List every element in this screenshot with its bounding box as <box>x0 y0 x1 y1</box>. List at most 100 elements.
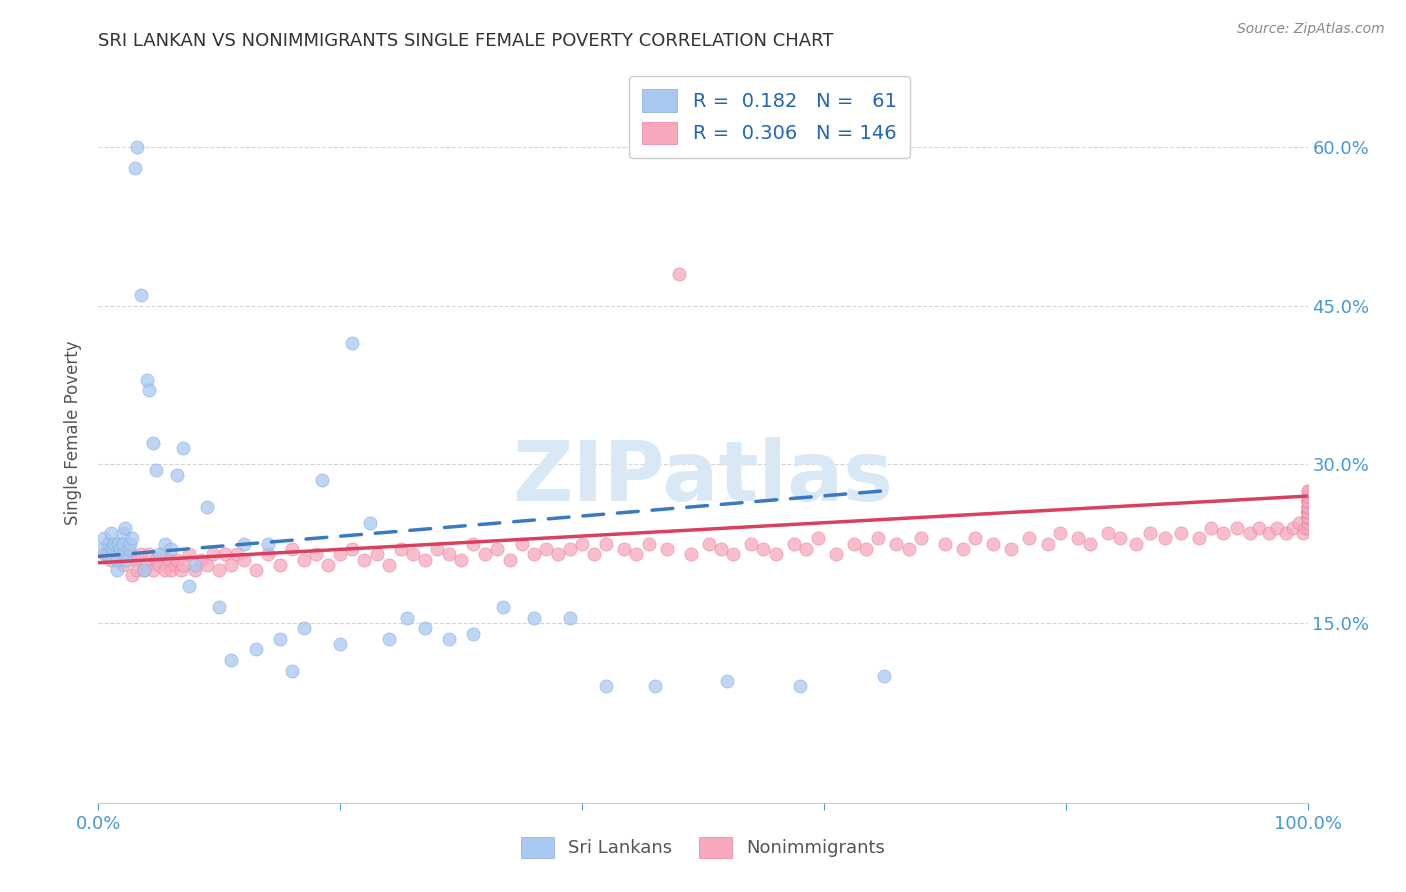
Sri Lankans <box>103 537 125 551</box>
Sri Lankans <box>172 442 194 456</box>
Sri Lankans <box>208 600 231 615</box>
Nonimmigrants <box>1296 489 1319 503</box>
Nonimmigrants <box>1139 526 1161 541</box>
Nonimmigrants <box>1296 494 1319 508</box>
Nonimmigrants <box>1296 505 1319 519</box>
Sri Lankans <box>644 680 666 694</box>
Nonimmigrants <box>952 541 974 556</box>
Sri Lankans <box>184 558 207 572</box>
Sri Lankans <box>195 500 218 514</box>
Nonimmigrants <box>1275 526 1298 541</box>
Sri Lankans <box>492 600 515 615</box>
Sri Lankans <box>873 669 896 683</box>
Nonimmigrants <box>910 532 932 546</box>
Nonimmigrants <box>794 541 817 556</box>
Nonimmigrants <box>221 558 243 572</box>
Nonimmigrants <box>1296 494 1319 508</box>
Sri Lankans <box>93 532 115 546</box>
Sri Lankans <box>153 537 176 551</box>
Nonimmigrants <box>897 541 920 556</box>
Sri Lankans <box>329 637 352 651</box>
Nonimmigrants <box>1049 526 1071 541</box>
Nonimmigrants <box>1109 532 1132 546</box>
Nonimmigrants <box>1188 532 1211 546</box>
Nonimmigrants <box>1036 537 1059 551</box>
Nonimmigrants <box>1296 489 1319 503</box>
Nonimmigrants <box>202 547 225 561</box>
Nonimmigrants <box>498 552 520 566</box>
Nonimmigrants <box>1097 526 1119 541</box>
Nonimmigrants <box>655 541 678 556</box>
Nonimmigrants <box>1282 521 1305 535</box>
Sri Lankans <box>269 632 291 646</box>
Sri Lankans <box>114 521 136 535</box>
Sri Lankans <box>135 373 157 387</box>
Nonimmigrants <box>825 547 848 561</box>
Nonimmigrants <box>135 558 157 572</box>
Nonimmigrants <box>226 547 249 561</box>
Nonimmigrants <box>1296 510 1319 524</box>
Nonimmigrants <box>121 568 143 582</box>
Nonimmigrants <box>571 537 593 551</box>
Sri Lankans <box>166 467 188 482</box>
Nonimmigrants <box>1296 505 1319 519</box>
Nonimmigrants <box>855 541 877 556</box>
Nonimmigrants <box>510 537 533 551</box>
Sri Lankans <box>377 632 399 646</box>
Nonimmigrants <box>169 563 191 577</box>
Sri Lankans <box>558 611 581 625</box>
Nonimmigrants <box>1296 500 1319 514</box>
Nonimmigrants <box>1296 500 1319 514</box>
Sri Lankans <box>101 541 124 556</box>
Sri Lankans <box>413 621 436 635</box>
Sri Lankans <box>179 579 201 593</box>
Legend: Sri Lankans, Nonimmigrants: Sri Lankans, Nonimmigrants <box>512 828 894 867</box>
Nonimmigrants <box>105 541 128 556</box>
Sri Lankans <box>245 642 267 657</box>
Sri Lankans <box>111 526 134 541</box>
Nonimmigrants <box>353 552 375 566</box>
Nonimmigrants <box>134 563 156 577</box>
Nonimmigrants <box>208 563 231 577</box>
Nonimmigrants <box>1249 521 1271 535</box>
Sri Lankans <box>111 537 134 551</box>
Sri Lankans <box>256 537 278 551</box>
Nonimmigrants <box>1296 500 1319 514</box>
Nonimmigrants <box>1296 516 1319 530</box>
Nonimmigrants <box>1296 500 1319 514</box>
Nonimmigrants <box>981 537 1004 551</box>
Nonimmigrants <box>118 547 141 561</box>
Nonimmigrants <box>1226 521 1249 535</box>
Nonimmigrants <box>214 547 236 561</box>
Nonimmigrants <box>153 563 176 577</box>
Nonimmigrants <box>100 552 122 566</box>
Nonimmigrants <box>129 547 152 561</box>
Sri Lankans <box>523 611 546 625</box>
Nonimmigrants <box>463 537 485 551</box>
Sri Lankans <box>96 547 118 561</box>
Nonimmigrants <box>172 558 194 572</box>
Text: ZIPatlas: ZIPatlas <box>513 436 893 517</box>
Nonimmigrants <box>1296 494 1319 508</box>
Sri Lankans <box>281 664 304 678</box>
Nonimmigrants <box>613 541 636 556</box>
Nonimmigrants <box>868 532 890 546</box>
Nonimmigrants <box>160 563 183 577</box>
Sri Lankans <box>111 547 134 561</box>
Nonimmigrants <box>534 541 557 556</box>
Nonimmigrants <box>256 547 278 561</box>
Nonimmigrants <box>1296 510 1319 524</box>
Nonimmigrants <box>245 563 267 577</box>
Sri Lankans <box>142 436 165 450</box>
Sri Lankans <box>105 552 128 566</box>
Sri Lankans <box>115 552 138 566</box>
Nonimmigrants <box>474 547 496 561</box>
Nonimmigrants <box>1296 505 1319 519</box>
Nonimmigrants <box>166 552 188 566</box>
Nonimmigrants <box>668 267 690 281</box>
Nonimmigrants <box>765 547 787 561</box>
Nonimmigrants <box>329 547 352 561</box>
Nonimmigrants <box>1288 516 1310 530</box>
Sri Lankans <box>360 516 382 530</box>
Nonimmigrants <box>157 552 180 566</box>
